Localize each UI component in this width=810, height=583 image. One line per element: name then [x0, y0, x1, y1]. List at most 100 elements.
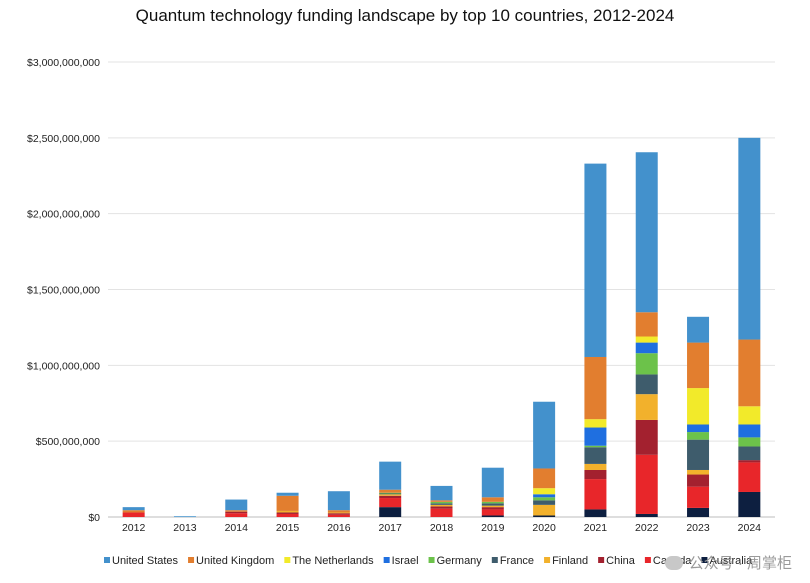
bar-segment [533, 494, 556, 498]
legend-label: China [606, 555, 636, 567]
legend-label: Australia [709, 555, 753, 567]
y-tick-label: $1,000,000,000 [27, 360, 100, 372]
legend-item: United Kingdom [188, 555, 274, 567]
legend-swatch [544, 557, 551, 563]
bar-segment [738, 424, 761, 438]
bar-segment [122, 507, 145, 511]
wechat-icon [664, 555, 683, 570]
bar-segment [738, 137, 761, 340]
bar-segment [430, 485, 453, 501]
bar-segment [327, 491, 350, 511]
bar-segment [379, 489, 402, 493]
bar-segment [738, 437, 761, 447]
bar-segment [584, 419, 607, 428]
bar-segment [481, 501, 504, 504]
bar-segment [687, 474, 710, 487]
bar-segment [327, 513, 350, 515]
legend-label: Israel [392, 555, 419, 567]
bar-segment [430, 503, 453, 505]
legend-item: France [491, 555, 534, 567]
legend-item: United States [104, 555, 179, 567]
bar-segment [276, 513, 299, 517]
legend-label: France [500, 555, 534, 567]
watermark-text: 公众号 · 周掌柜 [688, 555, 792, 572]
bar-segment [379, 493, 402, 495]
bar-segment [533, 500, 556, 505]
bar-segment [738, 460, 761, 463]
bar-segment [584, 479, 607, 510]
bar-segment [481, 503, 504, 506]
bar-segment [379, 492, 402, 494]
legend-item: China [598, 555, 636, 567]
bar-segment [481, 507, 504, 510]
x-tick-label: 2022 [635, 522, 659, 534]
legend-item: Germany [428, 555, 482, 567]
bar-segment [584, 445, 607, 448]
bar-segment [276, 512, 299, 514]
bar-segment [122, 512, 145, 517]
y-tick-label: $1,500,000,000 [27, 285, 100, 297]
bar-segment [687, 439, 710, 470]
x-tick-label: 2019 [481, 522, 505, 534]
bar-segment [687, 342, 710, 389]
bar-segment [327, 512, 350, 514]
bar-segment [481, 515, 504, 517]
bar-segment [327, 514, 350, 517]
legend-swatch [284, 557, 291, 563]
legend-label: United Kingdom [196, 555, 274, 567]
bar-segment [533, 468, 556, 489]
bar-segment [584, 469, 607, 480]
bar-segment [687, 424, 710, 433]
bar-segment [738, 339, 761, 407]
bar-segment [533, 497, 556, 501]
bar-segment [481, 467, 504, 498]
legend-item: Finland [544, 555, 588, 567]
x-tick-label: 2013 [173, 522, 197, 534]
chart-title: Quantum technology funding landscape by … [135, 6, 675, 25]
bar-segment [687, 432, 710, 440]
y-tick-label: $2,500,000,000 [27, 133, 100, 145]
legend-swatch [644, 557, 651, 563]
bar-segment [533, 515, 556, 517]
legend-swatch [104, 557, 110, 563]
bar-segment [738, 446, 761, 461]
bar-segment [584, 447, 607, 464]
legend-swatch [428, 557, 435, 563]
bar-segment [533, 504, 556, 516]
bar-segment [481, 505, 504, 508]
bar-segment [635, 336, 658, 343]
legend-swatch [701, 557, 708, 563]
bar-segment [687, 507, 710, 517]
bar-segment [584, 163, 607, 357]
bar-segment [276, 510, 299, 513]
bar-segment [225, 511, 248, 514]
bar-segment [276, 495, 299, 511]
legend-item: Australia [701, 555, 753, 567]
x-tick-label: 2014 [225, 522, 249, 534]
x-tick-label: 2023 [686, 522, 710, 534]
bar-segment [738, 491, 761, 517]
x-tick-label: 2017 [379, 522, 403, 534]
bar-segment [481, 509, 504, 516]
bar-segment [379, 495, 402, 499]
bar-segment [584, 356, 607, 420]
legend-label: Finland [552, 555, 588, 567]
bar-segment [430, 504, 453, 507]
legend-item: Israel [383, 555, 419, 567]
legend-label: The Netherlands [292, 555, 374, 567]
x-tick-label: 2020 [532, 522, 556, 534]
legend-swatch [188, 557, 195, 563]
bar-segment [430, 500, 453, 502]
bar-segment [635, 419, 658, 455]
bar-segment [533, 401, 556, 469]
bar-segment [533, 488, 556, 495]
bar-segment [122, 510, 145, 513]
bar-segment [738, 406, 761, 425]
bar-segment [584, 427, 607, 446]
y-tick-label: $2,000,000,000 [27, 209, 100, 221]
bar-segment [687, 486, 710, 508]
bar-segment [225, 510, 248, 512]
bar-segment [584, 509, 607, 517]
bar-segment [173, 516, 196, 518]
